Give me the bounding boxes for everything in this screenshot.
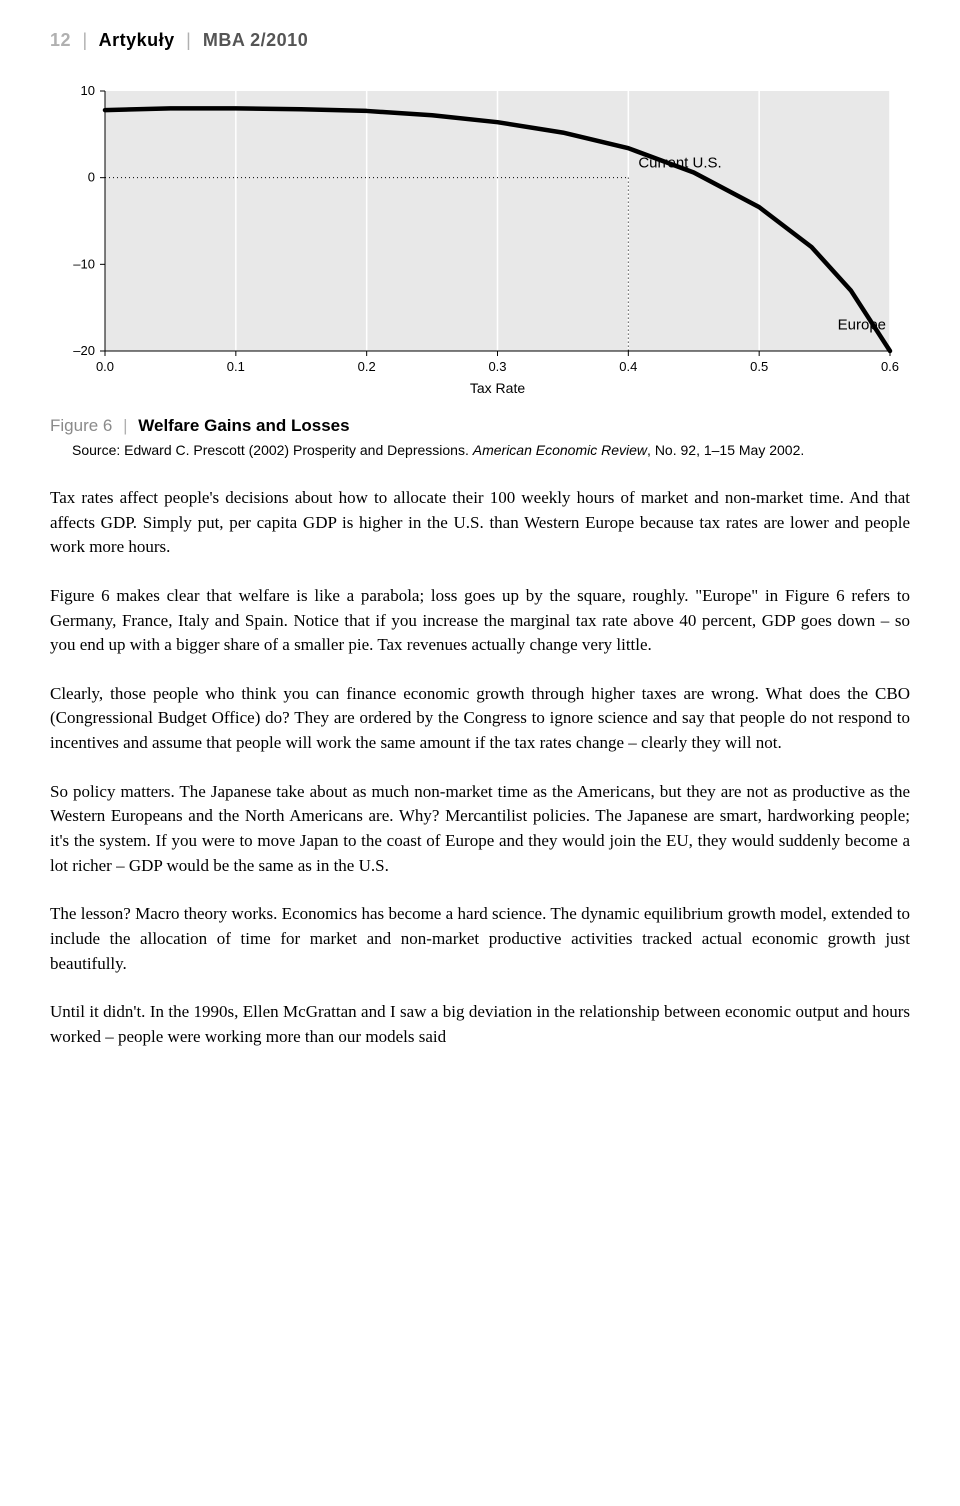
svg-text:0.4: 0.4 <box>619 359 637 374</box>
figure-label: Figure 6 <box>50 416 112 435</box>
svg-text:Tax Rate: Tax Rate <box>470 380 525 396</box>
svg-text:–10: –10 <box>73 256 95 271</box>
source-suffix: , No. 92, 1–15 May 2002. <box>647 442 804 458</box>
paragraph-3: Clearly, those people who think you can … <box>50 682 910 756</box>
paragraph-5: The lesson? Macro theory works. Economic… <box>50 902 910 976</box>
svg-text:10: 10 <box>81 86 95 98</box>
source-italic: American Economic Review <box>473 442 647 458</box>
figure-title: Welfare Gains and Losses <box>138 416 349 435</box>
issue-label: MBA 2/2010 <box>203 30 308 50</box>
header-sep-2: | <box>186 30 191 50</box>
figure-source: Source: Edward C. Prescott (2002) Prospe… <box>72 442 910 458</box>
svg-text:Europe: Europe <box>838 316 886 333</box>
svg-text:0.2: 0.2 <box>358 359 376 374</box>
header-sep-1: | <box>83 30 88 50</box>
paragraph-6: Until it didn't. In the 1990s, Ellen McG… <box>50 1000 910 1049</box>
svg-text:0.5: 0.5 <box>750 359 768 374</box>
source-prefix: Source: Edward C. Prescott (2002) Prospe… <box>72 442 473 458</box>
chart-svg: Current U.S.100–10–200.00.10.20.30.40.50… <box>50 86 910 406</box>
svg-text:–20: –20 <box>73 343 95 358</box>
svg-text:0.1: 0.1 <box>227 359 245 374</box>
svg-text:0: 0 <box>88 170 95 185</box>
page-header: 12 | Artykuły | MBA 2/2010 <box>50 30 910 51</box>
paragraph-1: Tax rates affect people's decisions abou… <box>50 486 910 560</box>
welfare-chart: Current U.S.100–10–200.00.10.20.30.40.50… <box>50 86 910 406</box>
paragraph-2: Figure 6 makes clear that welfare is lik… <box>50 584 910 658</box>
svg-text:0.6: 0.6 <box>881 359 899 374</box>
section-title: Artykuły <box>99 30 175 50</box>
page-number: 12 <box>50 30 71 50</box>
svg-text:0.3: 0.3 <box>488 359 506 374</box>
paragraph-4: So policy matters. The Japanese take abo… <box>50 780 910 879</box>
figure-caption: Figure 6 | Welfare Gains and Losses <box>50 416 910 436</box>
svg-text:0.0: 0.0 <box>96 359 114 374</box>
figure-sep: | <box>123 416 127 435</box>
